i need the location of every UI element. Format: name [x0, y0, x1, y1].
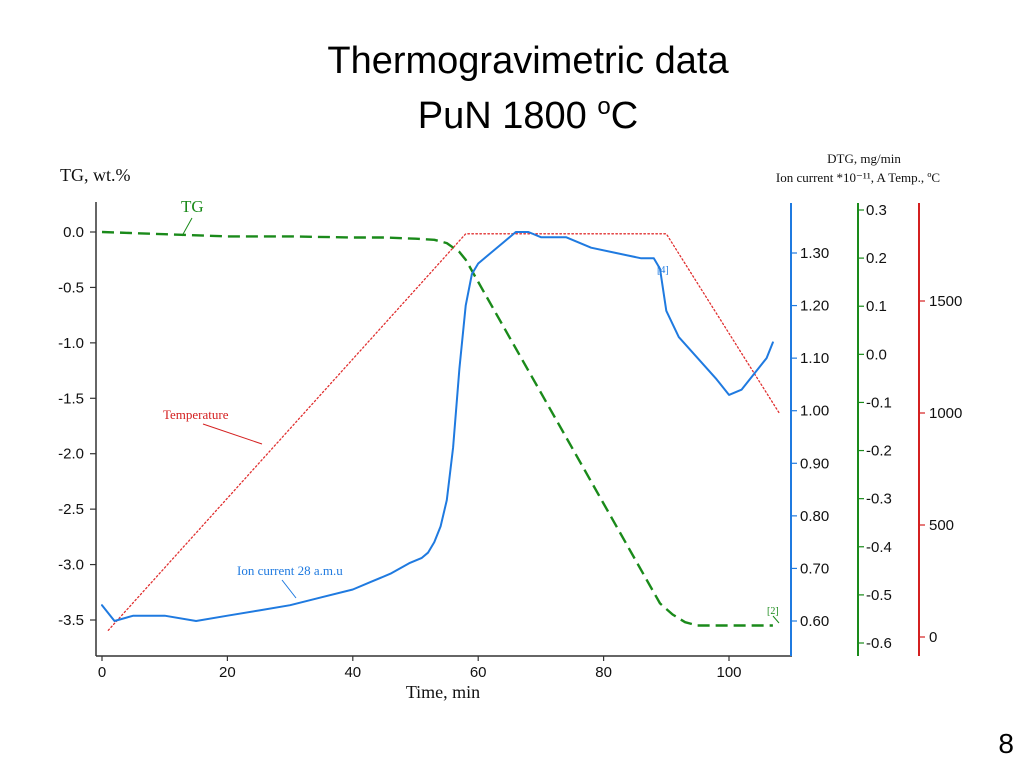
tg-axis-label: TG, wt.%	[60, 165, 131, 185]
ion-tick-label: 1.00	[800, 403, 829, 420]
tg-tick-label: -2.0	[58, 446, 84, 463]
series-temperature-line	[107, 233, 780, 631]
tg-tick-label: -1.0	[58, 335, 84, 352]
x-axis-label: Time, min	[406, 682, 480, 702]
x-tick-label: 60	[470, 664, 487, 681]
ion-tick-label: 0.70	[800, 560, 829, 577]
dtg-tick-label: -0.4	[866, 539, 892, 556]
tg-tick-label: -0.5	[58, 279, 84, 296]
annotation-2: [2]	[767, 606, 779, 617]
annotation-leader	[181, 217, 193, 237]
x-tick-label: 80	[595, 664, 612, 681]
right-header-line-2: Ion current *10⁻¹¹, A Temp., ºC	[776, 170, 940, 185]
title-line-2-sup: o	[597, 93, 611, 120]
x-tick-label: 20	[219, 664, 236, 681]
tg-tick-label: -3.5	[58, 612, 84, 629]
x-tick-label: 100	[716, 664, 741, 681]
x-tick-label: 0	[98, 664, 106, 681]
series-layer	[101, 230, 780, 631]
ion-tick-label: 0.60	[800, 613, 829, 630]
title-line-2-end: C	[610, 95, 639, 137]
ion-tick-label: 0.90	[800, 455, 829, 472]
annotation-leader	[202, 423, 263, 445]
title-line-2-main: PuN 1800	[417, 95, 598, 137]
dtg-tick-label: -0.6	[866, 635, 892, 652]
dtg-tick-label: -0.1	[866, 394, 892, 411]
ion-tick-label: 1.30	[800, 245, 829, 262]
series-ion-current-28-a-m-u-line	[101, 231, 774, 622]
annotation-leader	[772, 615, 780, 624]
ion-tick-label: 0.80	[800, 508, 829, 525]
dtg-tick-label: -0.5	[866, 587, 892, 604]
temp-tick-label: 500	[929, 517, 954, 534]
tg-tick-label: -1.5	[58, 390, 84, 407]
right-header-line-1: DTG, mg/min	[827, 151, 901, 166]
annotation-temperature: Temperature	[163, 407, 229, 422]
annotation-tg: TG	[181, 197, 204, 216]
dtg-tick-label: -0.3	[866, 491, 892, 508]
axes-layer: 0 20 40 60 80 100 Time, min 0.0 -0.5 -1.0 -1.5 -2.0…	[58, 151, 962, 702]
page-number: 8	[998, 728, 1014, 759]
dtg-tick-label: -0.2	[866, 443, 892, 460]
temp-tick-label: 0	[929, 629, 937, 646]
annotation-leader	[281, 579, 297, 599]
slide-title: Thermogravimetric data PuN 1800 oC	[0, 38, 1024, 139]
ion-tick-label: 1.10	[800, 350, 829, 367]
annotation-4: [4]	[657, 265, 669, 276]
temp-tick-label: 1500	[929, 293, 962, 310]
ion-tick-label: 1.20	[800, 298, 829, 315]
tg-tick-label: -3.0	[58, 557, 84, 574]
temp-tick-label: 1000	[929, 405, 962, 422]
annotation-ion-current-28-a-m-u: Ion current 28 a.m.u	[237, 563, 343, 578]
series-tg-line	[101, 230, 773, 627]
title-line-2: PuN 1800 oC	[0, 84, 1024, 139]
x-tick-label: 40	[344, 664, 361, 681]
dtg-tick-label: 0.2	[866, 250, 887, 267]
tg-tick-label: -2.5	[58, 501, 84, 518]
title-line-1: Thermogravimetric data	[327, 40, 729, 82]
tg-tick-label: 0.0	[63, 224, 84, 241]
dtg-tick-label: 0.3	[866, 202, 887, 219]
dtg-tick-label: 0.1	[866, 298, 887, 315]
dtg-tick-label: 0.0	[866, 346, 887, 363]
labels-layer: TG Temperature Ion current 28 a.m.u [4] [2]	[163, 197, 780, 624]
